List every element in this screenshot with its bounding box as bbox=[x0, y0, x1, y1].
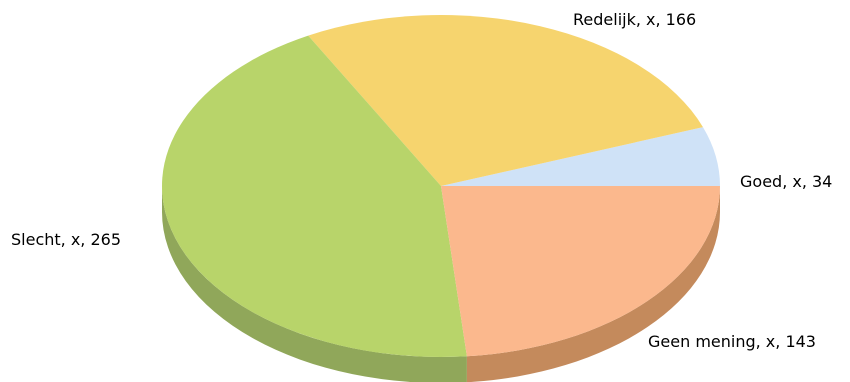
slice-redelijk bbox=[308, 15, 703, 186]
pie-side-walls bbox=[162, 186, 720, 382]
slice-slecht bbox=[161, 35, 467, 358]
data-label-slecht: Slecht, x, 265 bbox=[11, 230, 121, 249]
slice-geen-mening bbox=[441, 186, 720, 357]
pie-data-labels: Goed, x, 34 Redelijk, x, 166 Slecht, x, 26… bbox=[11, 10, 832, 351]
data-label-geen-mening: Geen mening, x, 143 bbox=[648, 332, 816, 351]
slice-goed bbox=[441, 127, 720, 186]
data-label-goed: Goed, x, 34 bbox=[740, 172, 832, 191]
pie-slices bbox=[161, 15, 720, 358]
side-wall-geen-mening bbox=[466, 186, 720, 382]
side-wall-slecht bbox=[162, 186, 467, 382]
data-label-redelijk: Redelijk, x, 166 bbox=[573, 10, 696, 29]
